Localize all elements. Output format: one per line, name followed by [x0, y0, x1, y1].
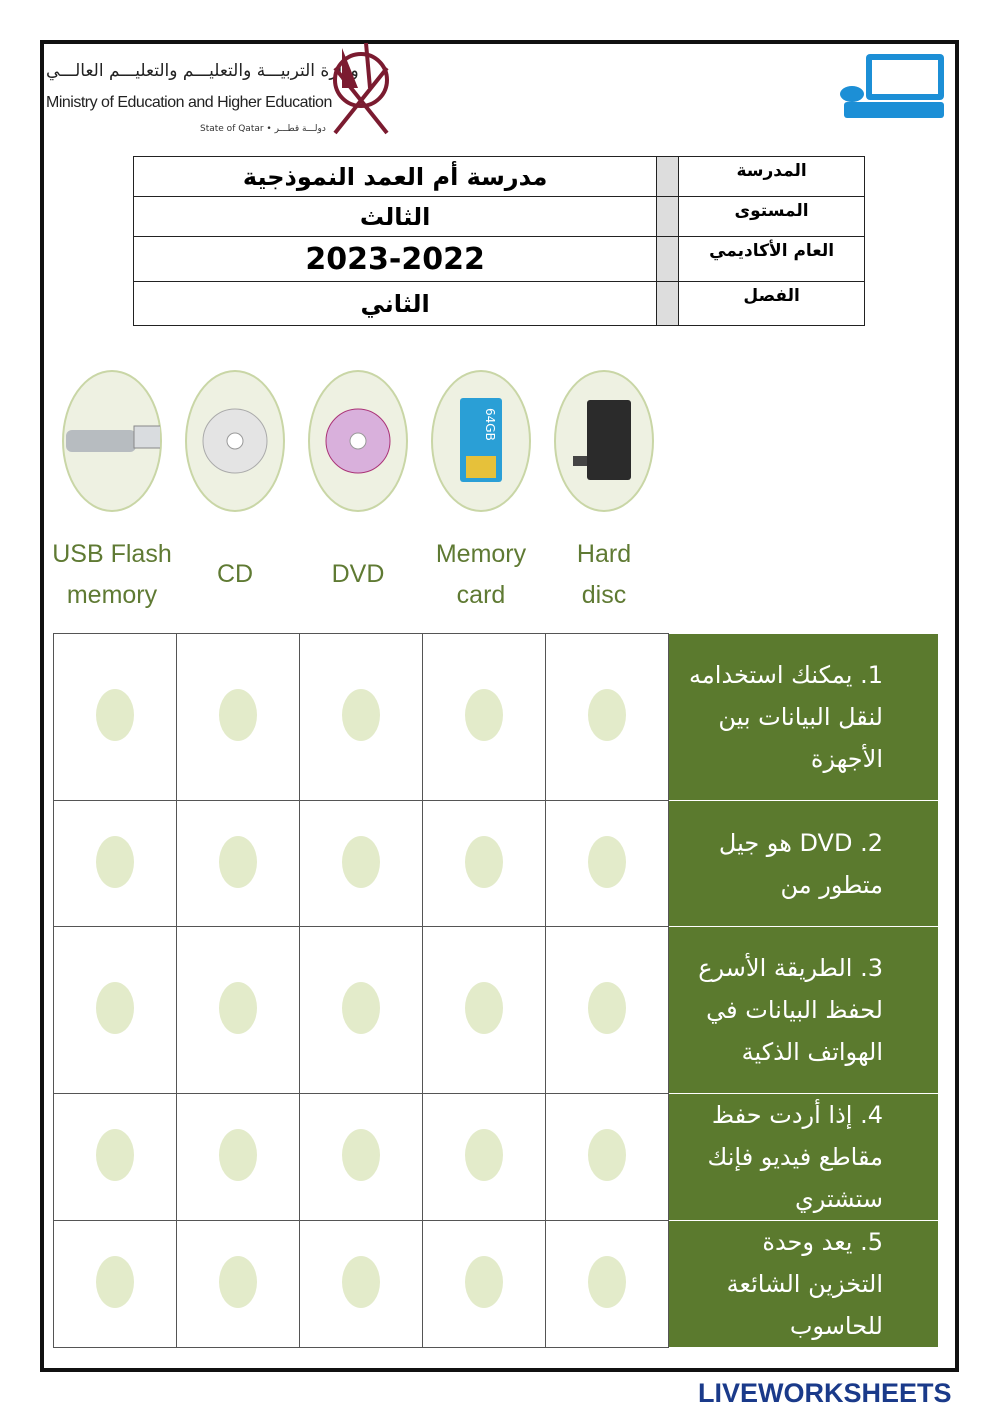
- usb-flash-icon: [62, 370, 162, 512]
- answer-cell[interactable]: [176, 1093, 300, 1221]
- answer-dot[interactable]: [219, 689, 257, 741]
- answer-dot[interactable]: [342, 982, 380, 1034]
- matching-grid: 1. يمكنك استخدامه لنقل البيانات بين الأج…: [53, 633, 939, 1348]
- answer-dot[interactable]: [96, 1256, 134, 1308]
- question-text: 1. يمكنك استخدامه لنقل البيانات بين الأج…: [668, 633, 939, 801]
- svg-text:64GB: 64GB: [483, 408, 497, 441]
- school-value: مدرسة أم العمد النموذجية: [132, 156, 658, 197]
- answer-dot[interactable]: [588, 1129, 626, 1181]
- answer-cell[interactable]: [545, 1220, 669, 1348]
- answer-dot[interactable]: [465, 1129, 503, 1181]
- dvd-icon: [308, 370, 408, 512]
- answer-dot[interactable]: [96, 982, 134, 1034]
- question-row: 2. DVD هو جيل متطور من: [53, 800, 939, 927]
- answer-cell[interactable]: [422, 633, 546, 801]
- device-label: CD: [216, 560, 254, 588]
- answer-cell[interactable]: [299, 1093, 423, 1221]
- question-row: 5. يعد وحدة التخزين الشائعة للحاسوب: [53, 1220, 939, 1348]
- memory-card-icon: 64GB: [431, 370, 531, 512]
- device-label: Hard disc: [576, 540, 632, 609]
- answer-dot[interactable]: [465, 982, 503, 1034]
- answer-dot[interactable]: [96, 1129, 134, 1181]
- answer-cell[interactable]: [299, 800, 423, 927]
- answer-dot[interactable]: [96, 689, 134, 741]
- state-label: State of Qatar • دولـــة قطـــر: [200, 124, 326, 134]
- answer-cell[interactable]: [422, 1220, 546, 1348]
- answer-dot[interactable]: [588, 1256, 626, 1308]
- question-text: 2. DVD هو جيل متطور من: [668, 800, 939, 927]
- question-text: 3. الطريقة الأسرع لحفظ البيانات في الهوا…: [668, 926, 939, 1094]
- answer-cell[interactable]: [53, 800, 177, 927]
- answer-cell[interactable]: [545, 1093, 669, 1221]
- liveworksheets-logo: LIVEWORKSHEETS: [698, 1378, 952, 1408]
- question-row: 1. يمكنك استخدامه لنقل البيانات بين الأج…: [53, 633, 939, 801]
- answer-cell[interactable]: [422, 800, 546, 927]
- answer-dot[interactable]: [588, 689, 626, 741]
- ministry-name-english: Ministry of Education and Higher Educati…: [46, 94, 332, 111]
- answer-cell[interactable]: [176, 633, 300, 801]
- answer-dot[interactable]: [96, 835, 134, 888]
- answer-cell[interactable]: [422, 926, 546, 1094]
- hard-disk-icon: [554, 370, 654, 512]
- answer-cell[interactable]: [53, 1220, 177, 1348]
- question-text: 5. يعد وحدة التخزين الشائعة للحاسوب: [668, 1220, 939, 1348]
- year-value: 2023-2022: [132, 236, 658, 282]
- answer-cell[interactable]: [176, 926, 300, 1094]
- question-text: 4. إذا أردت حفظ مقاطع فيديو فإنك ستشتري: [668, 1093, 939, 1221]
- answer-dot[interactable]: [588, 982, 626, 1034]
- answer-dot[interactable]: [219, 1256, 257, 1308]
- answer-dot[interactable]: [219, 835, 257, 888]
- level-value: الثالث: [132, 196, 658, 237]
- device-label: USB Flash memory: [52, 540, 172, 609]
- answer-cell[interactable]: [176, 800, 300, 927]
- question-row: 3. الطريقة الأسرع لحفظ البيانات في الهوا…: [53, 926, 939, 1094]
- answer-cell[interactable]: [422, 1093, 546, 1221]
- answer-cell[interactable]: [299, 633, 423, 801]
- ministry-name-arabic: وزارة التربيـــة والتعليـــم والتعليـــم…: [46, 61, 359, 81]
- worksheet-frame: [40, 40, 959, 1372]
- answer-cell[interactable]: [299, 1220, 423, 1348]
- answer-dot[interactable]: [465, 1256, 503, 1308]
- level-label: المستوى: [678, 196, 865, 237]
- cd-icon: [185, 370, 285, 512]
- year-label: العام الأكاديمي: [678, 236, 865, 282]
- answer-cell[interactable]: [545, 800, 669, 927]
- answer-cell[interactable]: [53, 633, 177, 801]
- answer-dot[interactable]: [219, 1129, 257, 1181]
- answer-dot[interactable]: [342, 1129, 380, 1181]
- school-label: المدرسة: [678, 156, 865, 197]
- answer-dot[interactable]: [342, 835, 380, 888]
- computer-icon: [840, 54, 944, 118]
- answer-cell[interactable]: [53, 926, 177, 1094]
- term-label: الفصل: [678, 281, 865, 326]
- school-info-table: مدرسة أم العمد النموذجية المدرسة الثالث ال…: [132, 156, 865, 326]
- device-label: DVD: [331, 560, 385, 588]
- answer-dot[interactable]: [342, 689, 380, 741]
- answer-cell[interactable]: [176, 1220, 300, 1348]
- device-label: Memory card: [435, 540, 527, 609]
- answer-dot[interactable]: [219, 982, 257, 1034]
- answer-cell[interactable]: [53, 1093, 177, 1221]
- answer-cell[interactable]: [299, 926, 423, 1094]
- answer-dot[interactable]: [465, 835, 503, 888]
- question-row: 4. إذا أردت حفظ مقاطع فيديو فإنك ستشتري: [53, 1093, 939, 1221]
- answer-cell[interactable]: [545, 926, 669, 1094]
- answer-cell[interactable]: [545, 633, 669, 801]
- answer-dot[interactable]: [588, 835, 626, 888]
- qatar-emblem-icon: [333, 42, 389, 135]
- answer-dot[interactable]: [342, 1256, 380, 1308]
- term-value: الثاني: [132, 281, 658, 326]
- answer-dot[interactable]: [465, 689, 503, 741]
